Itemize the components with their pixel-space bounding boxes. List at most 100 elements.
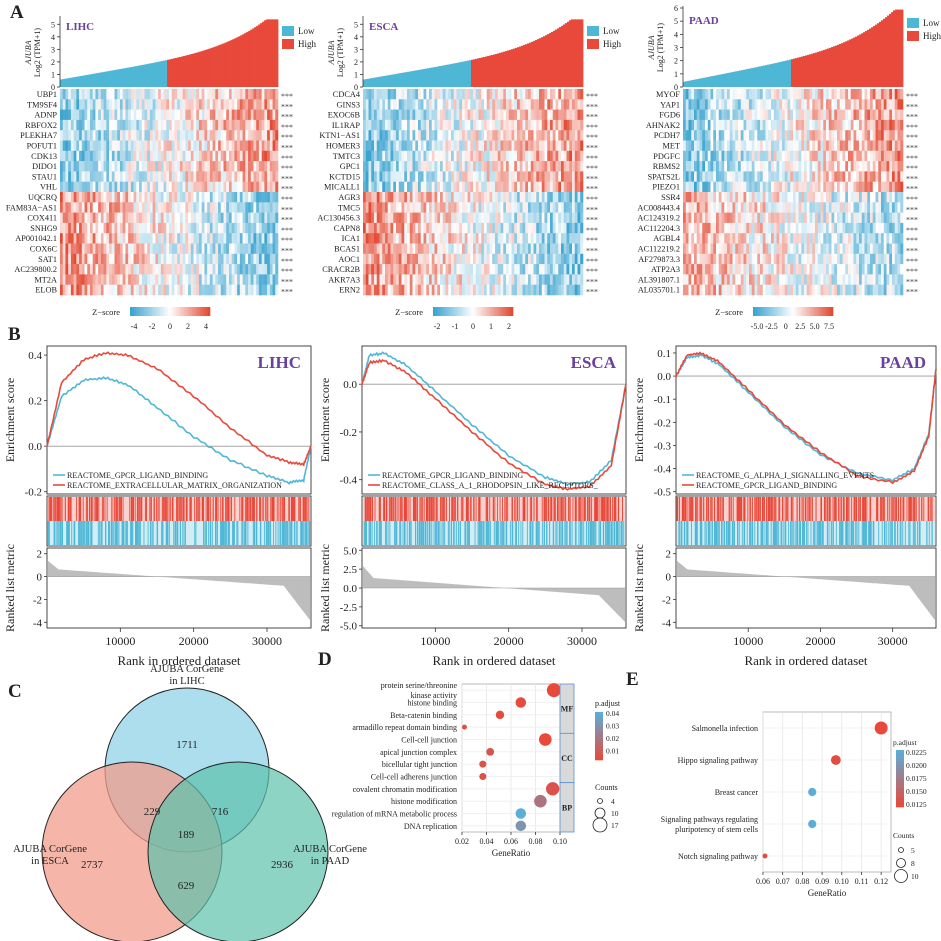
heatmap-cell (462, 181, 466, 193)
heatmap-cell (68, 119, 72, 131)
heatmap-cell (484, 89, 488, 100)
heatmap-cell (547, 181, 551, 193)
heatmap-cell (848, 109, 852, 121)
heatmap-cell (160, 192, 164, 203)
heatmap-cell (842, 192, 846, 203)
heatmap-cell (130, 222, 134, 234)
expression-bar (835, 45, 838, 87)
heatmap-cell (530, 130, 534, 141)
heatmap-cell (169, 202, 173, 213)
heatmap-cell (503, 171, 507, 182)
heatmap-cell (379, 253, 383, 265)
heatmap-cell (418, 212, 422, 224)
heatmap-cell (76, 264, 80, 275)
heatmap-cell (492, 284, 496, 296)
colorbar-tick-label: 0 (471, 322, 475, 331)
heatmap-cell (555, 284, 559, 296)
heatmap-cell (374, 274, 378, 285)
heatmap-cell (256, 222, 260, 234)
heatmap-cell (158, 284, 162, 296)
heatmap-cell (894, 99, 898, 110)
heatmap-cell (76, 253, 80, 265)
heatmap-cell (481, 212, 485, 224)
heatmap-cell (451, 130, 455, 141)
heatmap-cell (577, 202, 581, 213)
heatmap-cell (757, 119, 761, 131)
heatmap-cell (390, 130, 394, 141)
heatmap-cell (242, 89, 246, 100)
heatmap-cell (795, 171, 799, 182)
heatmap-cell (823, 202, 827, 213)
heatmap-cell (459, 233, 463, 244)
heatmap-cell (856, 233, 860, 244)
heatmap-cell (379, 212, 383, 224)
heatmap-cell (420, 130, 424, 141)
heatmap-cell (223, 89, 227, 100)
heatmap-cell (872, 202, 876, 213)
heatmap-cell (492, 202, 496, 213)
heatmap-cell (453, 212, 457, 224)
heatmap-cell (258, 130, 262, 141)
heatmap-cell (220, 192, 224, 203)
heatmap-cell (166, 264, 170, 275)
heatmap-cell (828, 171, 832, 182)
heatmap-cell (489, 284, 493, 296)
heatmap-cell (544, 222, 548, 234)
heatmap-cell (782, 140, 786, 152)
heatmap-cell (193, 243, 197, 255)
heatmap-cell (489, 161, 493, 172)
expression-bar (73, 77, 77, 87)
heatmap-cell (574, 212, 578, 224)
heatmap-cell (376, 222, 380, 234)
expression-bar (819, 51, 822, 87)
heatmap-cell (385, 233, 389, 244)
heatmap-cell (784, 171, 788, 182)
heatmap-cell (275, 192, 279, 203)
heatmap-cell (363, 140, 367, 152)
heatmap-cell (275, 109, 279, 121)
heatmap-cell (245, 130, 249, 141)
heatmap-cell (848, 161, 852, 172)
heatmap-cell (258, 264, 262, 275)
heatmap-cell (481, 192, 485, 203)
heatmap-cell (820, 202, 824, 213)
heatmap-cell (754, 89, 758, 100)
heatmap-cell (688, 161, 692, 172)
heatmap-cell (853, 150, 857, 162)
heatmap-cell (826, 171, 830, 182)
heatmap-cell (506, 150, 510, 162)
heatmap-cell (68, 99, 72, 110)
heatmap-cell (462, 140, 466, 152)
heatmap-cell (743, 140, 747, 152)
heatmap-cell (886, 233, 890, 244)
heatmap-cell (415, 222, 419, 234)
heatmap-cell (533, 253, 537, 265)
heatmap-cell (193, 119, 197, 131)
heatmap-cell (174, 140, 178, 152)
heatmap-cell (70, 140, 74, 152)
heatmap-cell (212, 222, 216, 234)
colorbar-step (497, 307, 500, 316)
heatmap-cell (95, 264, 99, 275)
heatmap-cell (547, 119, 551, 131)
heatmap-cell (117, 222, 121, 234)
heatmap-cell (258, 192, 262, 203)
heatmap-cell (177, 284, 181, 296)
heatmap-cell (699, 109, 703, 121)
heatmap-cell (390, 284, 394, 296)
heatmap-cell (261, 99, 265, 110)
heatmap-cell (536, 89, 540, 100)
heatmap-cell (248, 192, 252, 203)
heatmap-cell (114, 264, 118, 275)
heatmap-cell (209, 140, 213, 152)
heatmap-cell (237, 284, 241, 296)
heatmap-cell (84, 233, 88, 244)
expression-bar (515, 47, 518, 87)
heatmap-cell (694, 140, 698, 152)
heatmap-cell (169, 161, 173, 172)
heatmap-cell (179, 130, 183, 141)
heatmap-cell (795, 181, 799, 193)
heatmap-cell (749, 212, 753, 224)
heatmap-cell (856, 130, 860, 141)
heatmap-cell (798, 99, 802, 110)
